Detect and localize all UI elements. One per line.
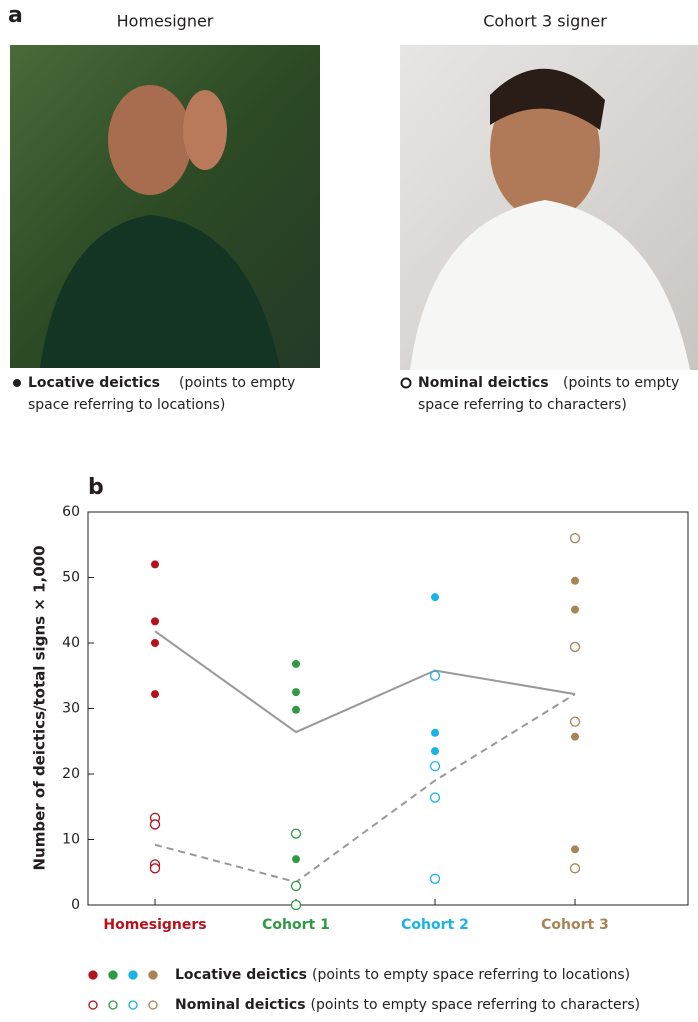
- legend-swatch: [128, 1000, 138, 1010]
- photo: [400, 45, 698, 370]
- legend-swatch: [13, 379, 21, 387]
- data-point: [290, 899, 302, 911]
- plot-frame: [87, 511, 689, 906]
- panel-label: a: [8, 3, 23, 28]
- x-tick-label: Cohort 2: [401, 917, 469, 933]
- data-point: [571, 845, 579, 854]
- caption-text: space referring to locations): [28, 397, 225, 413]
- data-point: [151, 639, 159, 647]
- data-point: [292, 855, 300, 864]
- data-point: [151, 560, 159, 569]
- y-tick-label: 30: [62, 701, 80, 717]
- caption-title: Nominal deictics: [418, 375, 549, 391]
- y-tick-label: 40: [62, 635, 80, 651]
- x-tick-label: Cohort 1: [262, 917, 330, 933]
- data-point: [429, 792, 441, 803]
- data-point: [431, 747, 439, 756]
- legend-swatch: [400, 377, 412, 389]
- legend-label: Locative deictics: [175, 967, 307, 983]
- data-point: [292, 688, 300, 697]
- data-point: [429, 873, 441, 884]
- data-point: [151, 690, 159, 699]
- data-point: [431, 593, 439, 602]
- data-point: [429, 670, 441, 681]
- y-tick-label: 60: [62, 504, 80, 520]
- legend-description: (points to empty space referring to char…: [311, 997, 641, 1013]
- data-point: [569, 533, 581, 544]
- data-point: [569, 863, 581, 874]
- data-point: [290, 828, 302, 839]
- caption-text: space referring to characters): [418, 397, 627, 413]
- data-point: [571, 605, 579, 614]
- y-tick-label: 10: [62, 832, 80, 848]
- y-axis-title: Number of deictics/total signs × 1,000: [31, 545, 49, 870]
- legend-swatch: [148, 970, 158, 980]
- x-tick-label: Cohort 3: [541, 917, 609, 933]
- photo-title: Homesigner: [117, 12, 214, 31]
- mean-line: [154, 693, 576, 884]
- data-point: [149, 819, 161, 830]
- legend-swatch: [148, 1000, 158, 1010]
- data-point: [571, 732, 579, 741]
- x-tick-label: Homesigners: [103, 917, 206, 933]
- y-tick-label: 50: [62, 570, 80, 586]
- mean-line: [154, 630, 576, 734]
- data-point: [151, 617, 159, 626]
- legend-swatch: [108, 1000, 118, 1010]
- data-point: [569, 641, 581, 653]
- y-tick-label: 0: [71, 897, 80, 913]
- data-point: [292, 705, 300, 714]
- data-point: [569, 716, 581, 727]
- legend-swatch: [88, 970, 98, 980]
- legend-swatch: [108, 970, 118, 980]
- legend-swatch: [88, 1000, 98, 1010]
- legend-label: Nominal deictics: [175, 997, 306, 1013]
- photo: [10, 45, 320, 368]
- data-point: [429, 760, 441, 772]
- caption-title: Locative deictics: [28, 375, 160, 391]
- data-point: [149, 863, 161, 874]
- legend-swatch: [128, 970, 138, 980]
- data-point: [571, 576, 579, 585]
- caption-text: (points to empty: [563, 375, 679, 391]
- data-point: [431, 728, 439, 737]
- photo-title: Cohort 3 signer: [483, 12, 607, 31]
- legend-description: (points to empty space referring to loca…: [312, 967, 630, 983]
- y-tick-label: 20: [62, 766, 80, 782]
- caption-text: (points to empty: [179, 375, 295, 391]
- panel-label: b: [88, 475, 104, 500]
- data-point: [292, 659, 300, 668]
- data-point: [290, 880, 302, 892]
